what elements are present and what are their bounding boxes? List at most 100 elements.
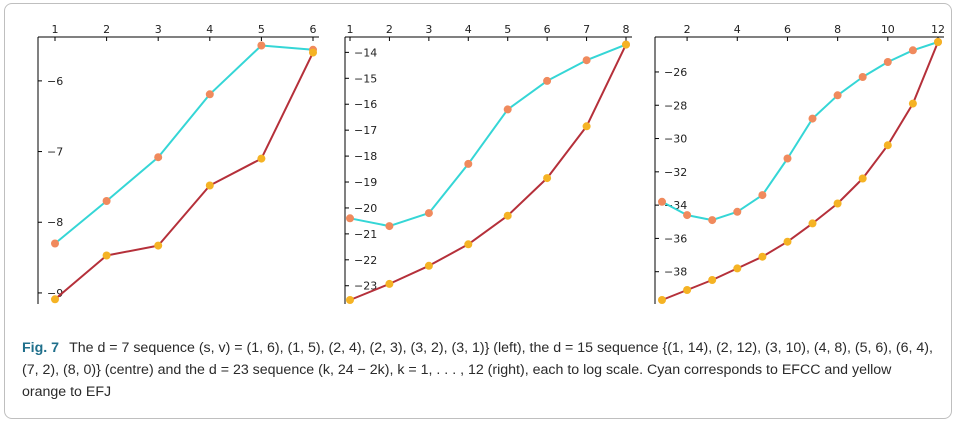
efcc-point-right <box>833 91 842 100</box>
efcc-point-left <box>51 239 59 248</box>
efj-point-right <box>658 296 666 304</box>
x-tick-label-centre: 1 <box>347 23 354 36</box>
y-tick-label-left: −6 <box>47 75 63 88</box>
y-tick-label-centre: −19 <box>354 176 377 189</box>
efcc-point-centre <box>424 209 433 218</box>
y-tick-label-left: −8 <box>47 216 63 229</box>
efj-point-centre <box>543 174 552 183</box>
efj-point-right <box>683 286 692 294</box>
x-tick-label-left: 3 <box>155 23 162 36</box>
efj-point-left <box>154 241 163 250</box>
x-tick-label-centre: 7 <box>583 23 590 36</box>
x-tick-label-right: 10 <box>881 23 895 36</box>
efj-line-left <box>54 52 314 301</box>
x-tick-label-right: 8 <box>834 23 841 36</box>
figure-frame <box>4 3 952 419</box>
efcc-point-left <box>102 197 111 205</box>
efj-point-right <box>708 276 717 284</box>
efj-point-right <box>733 264 742 273</box>
efj-point-left <box>205 181 214 190</box>
efj-point-left <box>257 154 266 163</box>
charts-canvas: 1 2 3 4 5 6−6−7−8−91 2 3 4 5 6 7 8−14−15−16−17−18−19… <box>37 23 945 304</box>
efj-line-right <box>661 41 939 301</box>
y-tick-label-right: −26 <box>664 66 687 79</box>
efcc-point-left <box>257 41 266 50</box>
x-tick-label-left: 6 <box>310 23 317 36</box>
efcc-point-right <box>908 46 917 55</box>
efcc-point-centre <box>543 76 552 85</box>
efcc-point-right <box>883 58 892 66</box>
efj-point-right <box>808 219 817 228</box>
x-tick-label-centre: 4 <box>465 23 472 36</box>
x-tick-label-right: 2 <box>684 23 691 36</box>
y-tick-label-centre: −14 <box>354 46 377 59</box>
x-tick-label-centre: 3 <box>425 23 432 36</box>
efcc-point-right <box>808 114 817 123</box>
x-tick-label-right: 4 <box>734 23 741 36</box>
efj-point-right <box>858 174 867 183</box>
x-tick-label-left: 5 <box>258 23 265 36</box>
efcc-point-right <box>858 73 867 81</box>
efj-point-centre <box>622 40 630 49</box>
efj-point-centre <box>346 296 354 304</box>
y-tick-label-centre: −20 <box>354 202 377 215</box>
efj-line-centre <box>349 44 627 301</box>
y-tick-label-centre: −16 <box>354 98 377 111</box>
y-tick-label-right: −28 <box>664 99 687 112</box>
efj-point-left <box>51 295 59 304</box>
efj-point-right <box>833 199 842 208</box>
x-tick-label-centre: 8 <box>623 23 630 36</box>
efcc-point-right <box>708 216 717 225</box>
efj-point-centre <box>424 261 433 270</box>
x-tick-label-right: 12 <box>931 23 945 36</box>
y-tick-label-centre: −17 <box>354 124 377 137</box>
caption-label: Fig. 7 <box>22 340 60 356</box>
figure-caption: Fig. 7 The d = 7 sequence (s, v) = (1, 6)… <box>22 337 937 403</box>
y-tick-label-right: −36 <box>664 232 687 245</box>
x-tick-label-centre: 5 <box>504 23 511 36</box>
caption-text: The d = 7 sequence (s, v) = (1, 6), (1, … <box>22 340 937 400</box>
efcc-point-centre <box>346 214 354 223</box>
y-tick-label-right: −38 <box>664 266 687 279</box>
y-tick-label-right: −34 <box>664 199 687 212</box>
efj-point-right <box>783 237 792 246</box>
efcc-line-right <box>661 41 939 222</box>
efcc-point-left <box>154 153 163 162</box>
efcc-line-centre <box>349 43 627 228</box>
efcc-point-right <box>658 197 666 206</box>
x-tick-label-centre: 2 <box>386 23 393 36</box>
y-tick-label-centre: −23 <box>354 280 377 293</box>
efcc-line-left <box>54 44 314 245</box>
y-tick-label-centre: −15 <box>354 72 377 85</box>
efcc-point-centre <box>503 105 512 114</box>
y-tick-label-centre: −18 <box>354 150 377 163</box>
y-tick-label-centre: −22 <box>354 254 377 267</box>
efj-point-right <box>758 252 767 261</box>
y-tick-label-centre: −21 <box>354 228 377 241</box>
x-tick-label-left: 2 <box>103 23 110 36</box>
efj-point-left <box>102 251 111 260</box>
efj-point-right <box>934 38 942 46</box>
x-tick-label-left: 1 <box>52 23 59 36</box>
efcc-point-centre <box>582 56 591 65</box>
efcc-point-right <box>783 154 792 163</box>
x-tick-label-centre: 6 <box>544 23 551 36</box>
x-tick-label-left: 4 <box>206 23 213 36</box>
efj-point-right <box>883 141 892 150</box>
efcc-point-right <box>683 211 692 220</box>
y-tick-label-left: −7 <box>47 146 63 159</box>
efj-point-left <box>309 48 317 57</box>
efj-point-centre <box>582 122 591 131</box>
y-tick-label-right: −30 <box>664 133 687 146</box>
efj-point-right <box>908 99 917 108</box>
x-tick-label-right: 6 <box>784 23 791 36</box>
y-tick-label-right: −32 <box>664 166 687 179</box>
efcc-point-left <box>205 90 214 99</box>
efcc-point-right <box>733 207 742 216</box>
efj-point-centre <box>385 279 394 288</box>
efj-point-centre <box>464 240 473 249</box>
efcc-point-centre <box>385 222 394 231</box>
efj-point-centre <box>503 211 512 220</box>
efcc-point-centre <box>464 159 473 168</box>
efcc-point-right <box>758 191 767 200</box>
